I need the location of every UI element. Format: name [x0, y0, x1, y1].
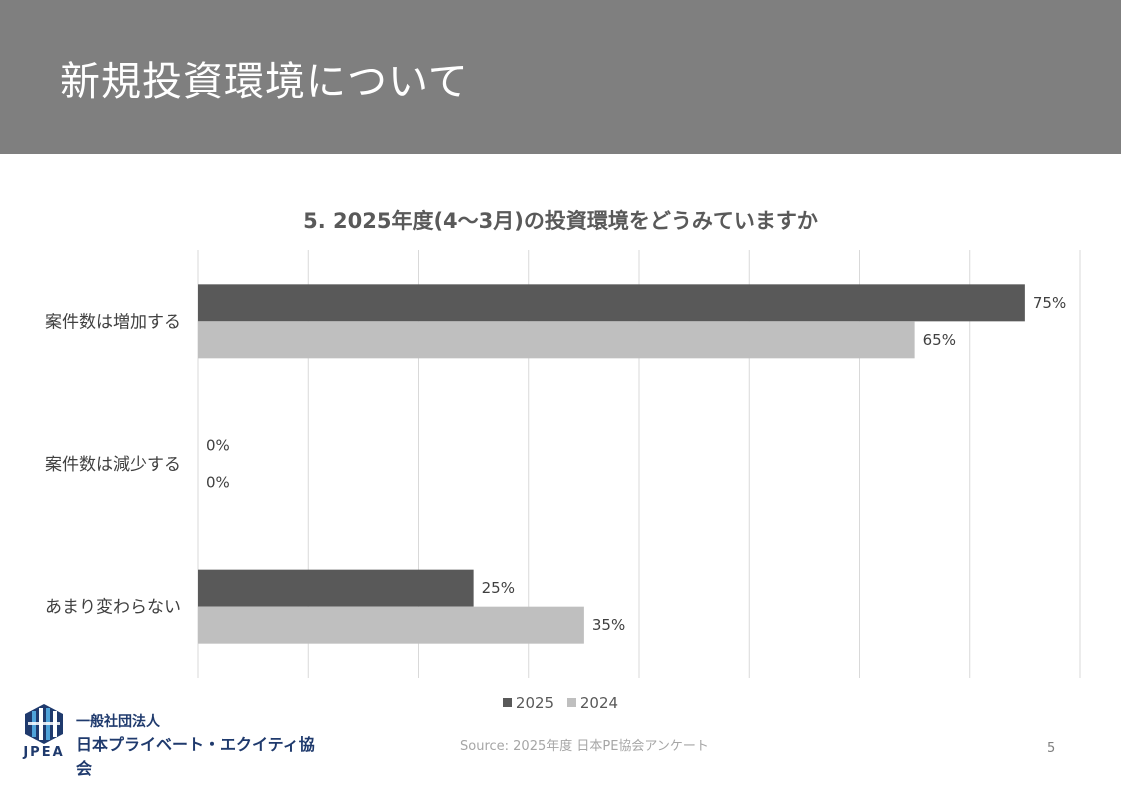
slide-header: 新規投資環境について: [0, 0, 1121, 154]
bar-2024-2: [198, 606, 584, 644]
chart-legend: 2025 2024: [0, 694, 1121, 712]
source-note: Source: 2025年度 日本PE協会アンケート: [460, 739, 709, 754]
data-label-2025-1: 0%: [206, 437, 230, 455]
legend-swatch-2025: [502, 698, 512, 707]
logo-org-name: 日本プライベート・エクイティ協会: [76, 735, 315, 778]
page-number: 5: [1047, 741, 1056, 756]
category-label-2: あまり変わらない: [45, 598, 181, 618]
bar-2024-0: [198, 321, 915, 359]
category-label-0: 案件数は増加する: [45, 312, 181, 332]
legend-item-2025: 2025: [502, 694, 555, 712]
chart-title: 5. 2025年度(4〜3月)の投資環境をどうみていますか: [303, 209, 818, 233]
data-label-2025-0: 75%: [1033, 294, 1066, 312]
bar-2025-0: [198, 284, 1025, 322]
logo-abbreviation: JPEA: [23, 745, 65, 760]
data-label-2025-2: 25%: [482, 579, 515, 597]
logo-org-type: 一般社団法人: [76, 714, 160, 730]
legend-swatch-2024: [566, 698, 576, 707]
bar-2025-2: [198, 569, 474, 607]
slide-title: 新規投資環境について: [60, 59, 469, 105]
category-label-1: 案件数は減少する: [45, 455, 181, 475]
logo-mark-icon: [25, 704, 63, 744]
jpea-logo: JPEA 一般社団法人 日本プライベート・エクイティ協会: [22, 703, 322, 778]
data-label-2024-0: 65%: [923, 331, 956, 349]
legend-label-2025: 2025: [515, 694, 555, 712]
legend-label-2024: 2024: [579, 694, 619, 712]
data-label-2024-1: 0%: [206, 474, 230, 492]
data-label-2024-2: 35%: [592, 616, 625, 634]
legend-item-2024: 2024: [566, 694, 619, 712]
